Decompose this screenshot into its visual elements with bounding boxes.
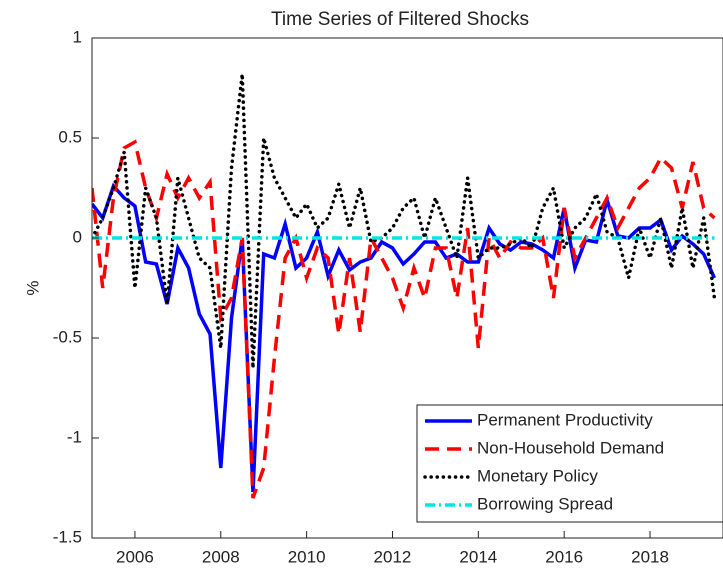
legend: Permanent Productivity Non-Household Dema…	[416, 404, 723, 523]
y-axis-label: %	[23, 280, 42, 295]
plot-area	[92, 73, 717, 499]
x-tick-label: 2014	[459, 547, 497, 566]
x-tick-label: 2012	[374, 547, 412, 566]
y-tick-label: 0	[73, 227, 82, 246]
series-line	[92, 139, 716, 499]
axes-box	[91, 37, 723, 539]
legend-box	[416, 404, 723, 523]
x-tick-label: 2006	[116, 547, 154, 566]
y-tick-label: 0.5	[58, 127, 82, 146]
legend-label: Non-Household Demand	[477, 438, 664, 457]
y-tick-label: -0.5	[53, 327, 82, 346]
legend-label: Borrowing Spread	[477, 494, 613, 513]
legend-label: Permanent Productivity	[477, 410, 653, 429]
y-tick-label: -1.5	[53, 527, 82, 546]
x-tick-label: 2008	[202, 547, 240, 566]
axes: -1.5 -1 -0.5 0 0.5 1 2006 2008 2010 2012 2014 2016 2…	[53, 27, 723, 566]
chart-title: Time Series of Filtered Shocks	[271, 9, 529, 30]
x-tick-label: 2016	[545, 547, 583, 566]
y-tick-label: -1	[67, 427, 82, 446]
x-tick-label: 2010	[288, 547, 326, 566]
series-line	[92, 73, 717, 369]
y-tick-label: 1	[73, 27, 82, 46]
x-tick-label: 2018	[631, 547, 669, 566]
legend-label: Monetary Policy	[477, 466, 598, 485]
